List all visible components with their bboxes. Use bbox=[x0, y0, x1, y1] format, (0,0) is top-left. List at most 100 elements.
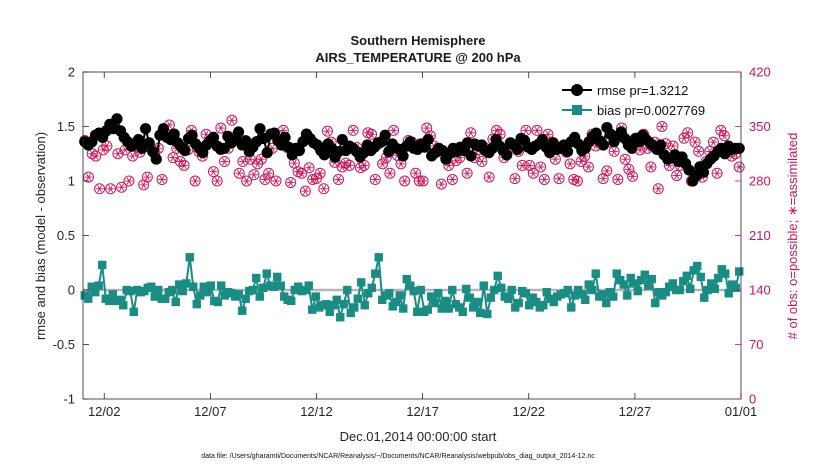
obs-assimilated-point bbox=[257, 155, 266, 163]
bias-point bbox=[486, 293, 495, 302]
obs-assimilated-point bbox=[735, 163, 744, 171]
rmse-point bbox=[157, 123, 170, 135]
rmse-point bbox=[397, 150, 409, 162]
y-right-tick-label: 70 bbox=[749, 337, 763, 352]
obs-assimilated-point bbox=[540, 175, 549, 184]
obs-assimilated-stroke bbox=[181, 161, 187, 170]
bias-point bbox=[217, 281, 226, 290]
obs-possible-point bbox=[575, 156, 587, 168]
obs-assimilated-point bbox=[646, 163, 655, 171]
bias-point bbox=[346, 308, 355, 318]
obs-possible-point bbox=[531, 124, 543, 136]
rmse-point bbox=[254, 123, 266, 135]
obs-possible-point bbox=[601, 165, 613, 177]
obs-assimilated-point bbox=[209, 167, 218, 176]
obs-assimilated-stroke bbox=[229, 116, 235, 124]
x-tick-label: 12/02 bbox=[88, 404, 121, 419]
bias-point bbox=[234, 290, 243, 299]
bias-point bbox=[119, 301, 128, 310]
bias-point bbox=[416, 285, 425, 295]
obs-possible-point bbox=[671, 170, 683, 182]
obs-assimilated-point bbox=[271, 177, 280, 185]
obs-assimilated-point bbox=[316, 169, 325, 177]
obs-assimilated-stroke bbox=[192, 177, 198, 185]
bias-point bbox=[343, 285, 352, 295]
bias-point bbox=[714, 273, 723, 283]
obs-assimilated-stroke bbox=[571, 175, 577, 184]
obs-assimilated-stroke bbox=[350, 126, 356, 135]
obs-assimilated-point bbox=[176, 157, 185, 166]
obs-assimilated-point bbox=[290, 159, 299, 167]
obs-assimilated-point bbox=[260, 175, 269, 184]
obs-assimilated-stroke bbox=[722, 132, 727, 140]
obs-assimilated-stroke bbox=[622, 155, 628, 163]
obs-assimilated-stroke bbox=[343, 159, 349, 167]
y-axis-label-right: # of obs: o=possible; ∗=assimilated bbox=[785, 133, 800, 340]
bias-point bbox=[693, 261, 702, 271]
bias-point bbox=[147, 282, 156, 291]
obs-possible-point bbox=[307, 173, 319, 185]
obs-assimilated-point bbox=[158, 175, 167, 184]
bias-point bbox=[129, 307, 138, 316]
bias-point bbox=[514, 298, 523, 308]
obs-possible-point bbox=[285, 177, 297, 189]
obs-assimilated-stroke bbox=[361, 161, 367, 170]
obs-assimilated-point bbox=[220, 157, 229, 166]
bias-point bbox=[336, 313, 345, 322]
bias-point bbox=[248, 285, 257, 295]
obs-assimilated-stroke bbox=[604, 167, 610, 175]
obs-possible-point bbox=[446, 173, 458, 185]
obs-possible-point bbox=[509, 173, 521, 185]
rmse-point bbox=[511, 143, 524, 155]
obs-assimilated-point bbox=[360, 161, 369, 170]
obs-possible-point bbox=[465, 127, 477, 139]
bias-point bbox=[94, 281, 103, 290]
rmse-point bbox=[597, 139, 609, 151]
obs-assimilated-stroke bbox=[464, 169, 470, 177]
rmse-point bbox=[179, 144, 191, 157]
obs-assimilated-point bbox=[323, 127, 332, 135]
x-tick-label: 12/17 bbox=[406, 404, 439, 419]
bias-point bbox=[612, 269, 621, 278]
y-tick-label: -0.5 bbox=[53, 337, 75, 352]
obs-assimilated-stroke bbox=[512, 174, 518, 183]
obs-assimilated-stroke bbox=[119, 183, 124, 191]
bias-point bbox=[577, 290, 586, 299]
rmse-point bbox=[422, 133, 434, 146]
bias-point bbox=[364, 289, 373, 298]
bias-point bbox=[644, 281, 653, 290]
bias-point bbox=[213, 297, 222, 307]
bias-point bbox=[238, 306, 247, 315]
bias-point bbox=[392, 297, 401, 307]
obs-possible-point bbox=[178, 159, 190, 171]
obs-possible-point bbox=[156, 173, 168, 185]
obs-assimilated-point bbox=[91, 152, 100, 160]
bias-point bbox=[203, 287, 212, 297]
bias-point bbox=[98, 260, 107, 270]
x-tick-label: 12/12 bbox=[300, 404, 333, 419]
obs-assimilated-point bbox=[419, 177, 428, 185]
obs-assimilated-point bbox=[95, 185, 104, 193]
obs-assimilated-stroke bbox=[130, 152, 136, 160]
bias-point bbox=[399, 304, 408, 313]
bias-point bbox=[539, 301, 548, 310]
obs-assimilated-stroke bbox=[420, 177, 426, 185]
obs-assimilated-stroke bbox=[637, 146, 643, 154]
obs-assimilated-stroke bbox=[339, 163, 345, 171]
obs-assimilated-stroke bbox=[299, 169, 305, 177]
obs-possible-point bbox=[347, 124, 359, 136]
obs-possible-point bbox=[174, 156, 186, 168]
obs-possible-point bbox=[215, 122, 227, 134]
chart-title: Southern Hemisphere bbox=[350, 33, 485, 48]
obs-assimilated-stroke bbox=[288, 178, 294, 187]
obs-assimilated-point bbox=[691, 138, 700, 146]
obs-assimilated-stroke bbox=[615, 175, 621, 184]
obs-assimilated-point bbox=[680, 134, 689, 142]
obs-assimilated-point bbox=[169, 153, 178, 162]
rmse-point bbox=[279, 131, 291, 143]
legend-bias-label: bias pr=0.0027769 bbox=[597, 103, 705, 118]
obs-assimilated-point bbox=[610, 147, 619, 156]
data-file-footer: data file: /Users/gharamti/Documents/NCA… bbox=[201, 453, 595, 460]
obs-assimilated-stroke bbox=[439, 180, 444, 188]
bias-point bbox=[175, 280, 184, 289]
